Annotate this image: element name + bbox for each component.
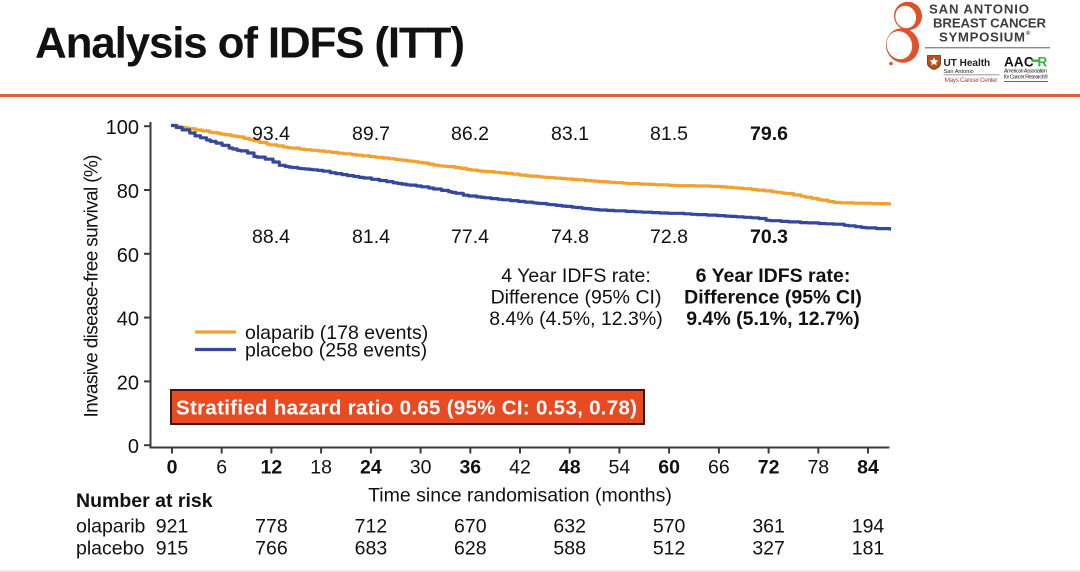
svg-text:361: 361 — [752, 516, 785, 538]
svg-text:UT Health: UT Health — [944, 58, 991, 69]
svg-text:placebo (258 events): placebo (258 events) — [245, 340, 427, 362]
svg-text:30: 30 — [410, 457, 432, 479]
svg-text:Difference (95% CI): Difference (95% CI) — [491, 287, 662, 309]
svg-text:100: 100 — [106, 117, 139, 139]
svg-text:Mays Cancer Center: Mays Cancer Center — [945, 77, 999, 84]
svg-text:670: 670 — [454, 516, 487, 538]
svg-text:8.4% (4.5%, 12.3%): 8.4% (4.5%, 12.3%) — [489, 308, 662, 330]
svg-text:Analysis of IDFS (ITT): Analysis of IDFS (ITT) — [35, 19, 465, 68]
svg-text:24: 24 — [360, 457, 382, 479]
svg-text:20: 20 — [117, 372, 139, 394]
svg-text:712: 712 — [355, 516, 388, 538]
svg-text:36: 36 — [459, 457, 481, 479]
svg-text:84: 84 — [857, 457, 879, 479]
svg-text:®: ® — [1026, 30, 1031, 37]
svg-text:Time since randomisation (mont: Time since randomisation (months) — [368, 485, 672, 507]
svg-text:San Antonio: San Antonio — [944, 69, 974, 75]
svg-text:72: 72 — [758, 457, 780, 479]
svg-text:628: 628 — [454, 538, 487, 560]
svg-text:48: 48 — [559, 457, 581, 479]
svg-text:570: 570 — [653, 516, 686, 538]
svg-text:6 Year IDFS rate:: 6 Year IDFS rate: — [696, 265, 851, 287]
svg-text:40: 40 — [117, 309, 139, 331]
svg-text:512: 512 — [653, 538, 686, 560]
svg-text:60: 60 — [117, 245, 139, 267]
svg-text:66: 66 — [708, 457, 730, 479]
svg-text:86.2: 86.2 — [451, 123, 489, 145]
svg-text:74.8: 74.8 — [551, 226, 589, 248]
svg-text:12: 12 — [261, 457, 283, 479]
svg-text:77.4: 77.4 — [451, 226, 489, 248]
svg-text:93.4: 93.4 — [252, 123, 290, 145]
svg-text:89.7: 89.7 — [352, 123, 390, 145]
svg-text:327: 327 — [752, 538, 785, 560]
svg-text:778: 778 — [255, 516, 288, 538]
svg-text:81.5: 81.5 — [650, 123, 688, 145]
svg-text:766: 766 — [255, 538, 288, 560]
svg-text:SYMPOSIUM: SYMPOSIUM — [939, 30, 1025, 45]
svg-text:Number at risk: Number at risk — [76, 490, 213, 512]
svg-text:70.3: 70.3 — [750, 226, 788, 248]
svg-text:632: 632 — [553, 516, 586, 538]
svg-text:78: 78 — [807, 457, 829, 479]
svg-text:R: R — [1038, 55, 1048, 70]
svg-text:54: 54 — [609, 457, 631, 479]
svg-text:83.1: 83.1 — [551, 123, 589, 145]
svg-text:placebo: placebo — [76, 538, 144, 560]
svg-text:Difference (95% CI): Difference (95% CI) — [684, 287, 862, 309]
svg-text:60: 60 — [658, 457, 680, 479]
svg-text:0: 0 — [167, 457, 178, 479]
svg-text:Stratified hazard ratio 0.65 (: Stratified hazard ratio 0.65 (95% CI: 0.… — [176, 397, 637, 420]
svg-text:BREAST CANCER: BREAST CANCER — [933, 16, 1046, 31]
svg-text:0: 0 — [128, 436, 139, 458]
svg-text:18: 18 — [310, 457, 332, 479]
svg-text:80: 80 — [117, 181, 139, 203]
svg-text:4 Year IDFS rate:: 4 Year IDFS rate: — [501, 265, 651, 287]
svg-text:72.8: 72.8 — [650, 226, 688, 248]
svg-text:AAC: AAC — [1004, 55, 1034, 70]
svg-text:181: 181 — [852, 538, 885, 560]
svg-text:American Association: American Association — [1004, 69, 1047, 75]
svg-text:915: 915 — [156, 538, 189, 560]
svg-text:79.6: 79.6 — [750, 123, 788, 145]
svg-text:SAN ANTONIO: SAN ANTONIO — [929, 2, 1029, 17]
svg-text:6: 6 — [216, 457, 227, 479]
svg-text:olaparib (178 events): olaparib (178 events) — [245, 322, 428, 344]
svg-text:for Cancer Research®: for Cancer Research® — [1004, 74, 1048, 81]
svg-text:683: 683 — [355, 538, 388, 560]
svg-text:Invasive disease-free survival: Invasive disease-free survival (%) — [82, 155, 103, 418]
svg-text:42: 42 — [509, 457, 531, 479]
svg-text:194: 194 — [852, 516, 885, 538]
svg-text:olaparib: olaparib — [76, 516, 146, 538]
svg-text:81.4: 81.4 — [352, 226, 390, 248]
svg-text:9.4% (5.1%, 12.7%): 9.4% (5.1%, 12.7%) — [686, 308, 859, 330]
svg-text:588: 588 — [553, 538, 586, 560]
svg-text:921: 921 — [156, 516, 189, 538]
svg-text:88.4: 88.4 — [252, 226, 290, 248]
